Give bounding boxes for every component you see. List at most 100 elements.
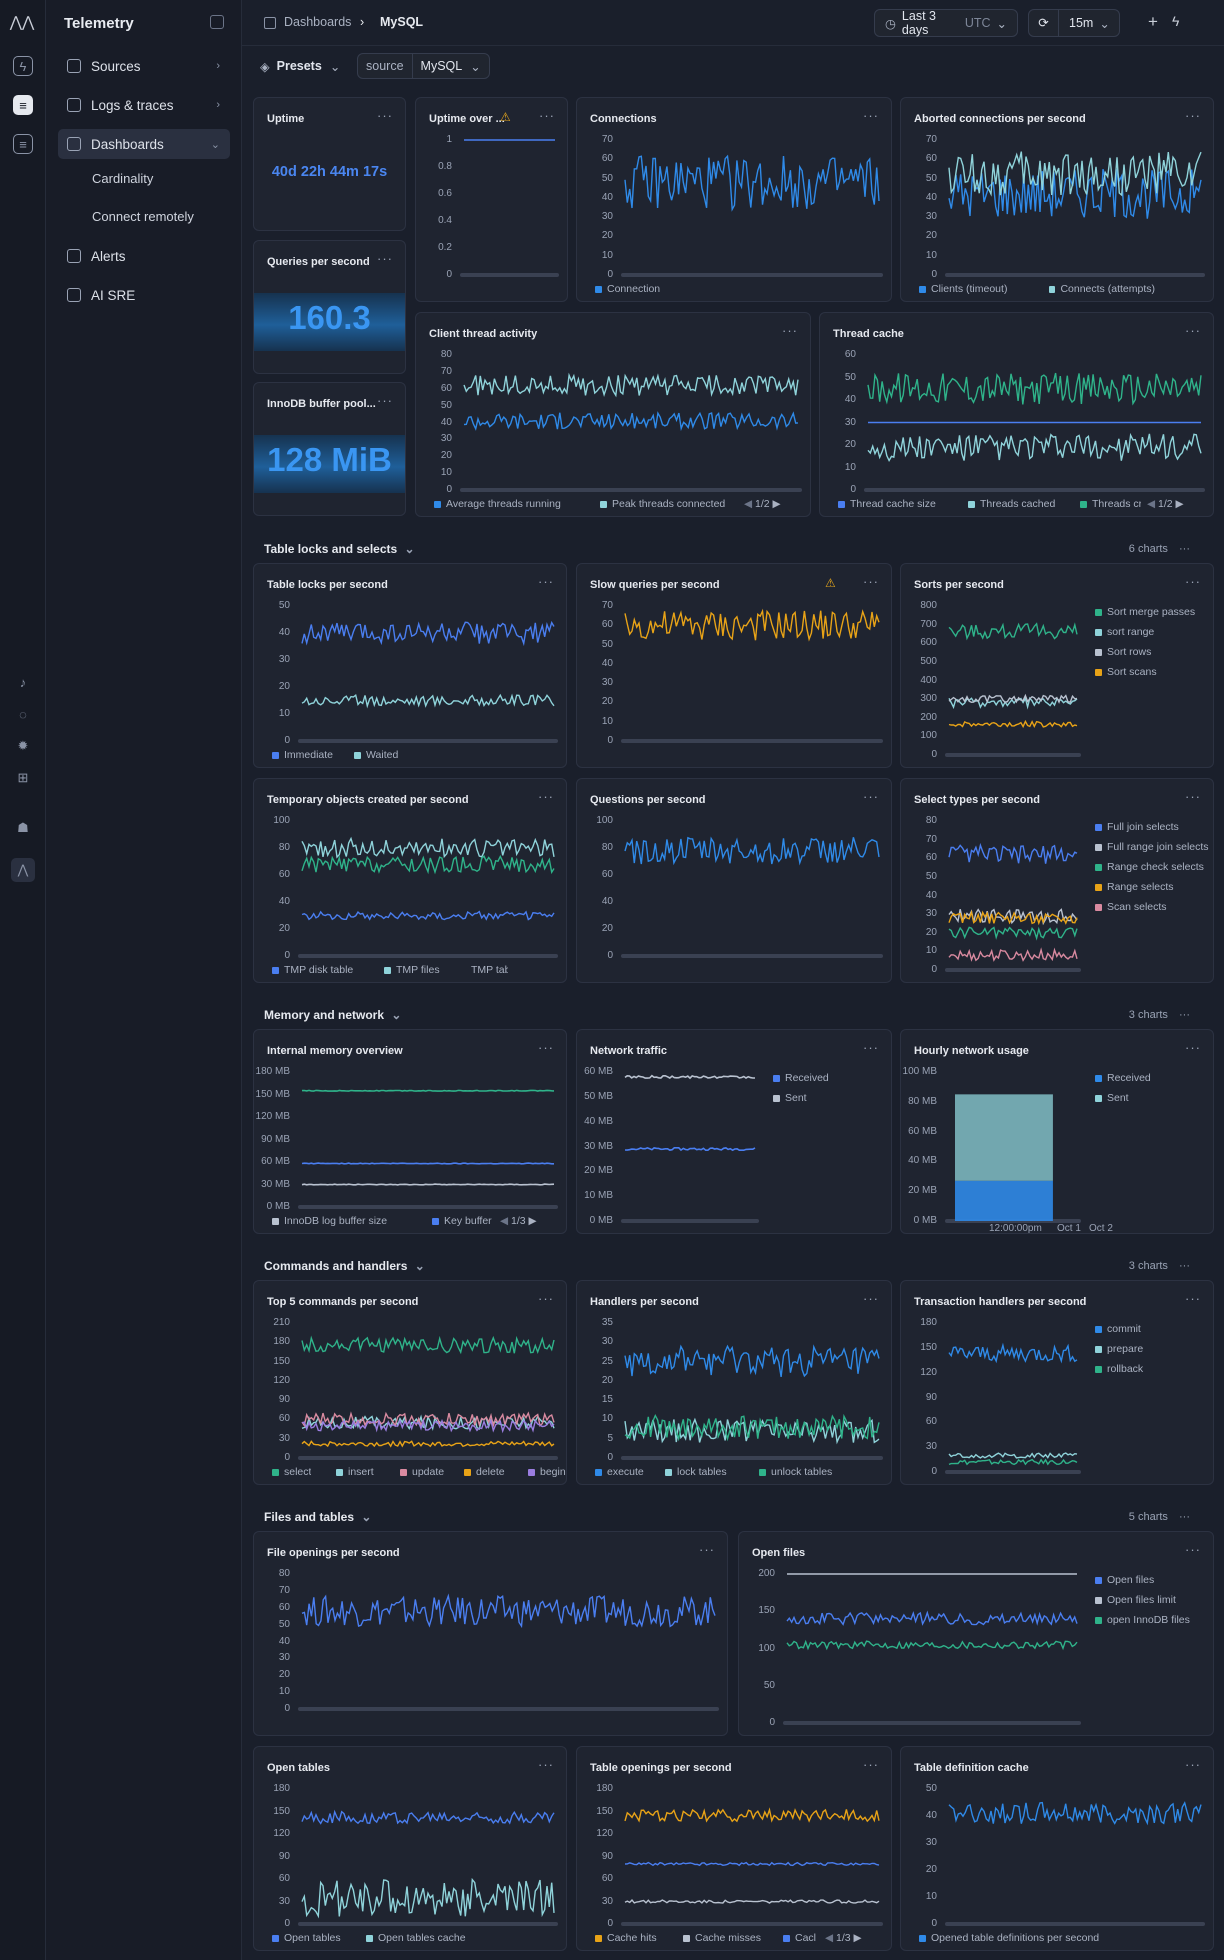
prev-page-icon[interactable]: ◀ [744, 498, 753, 510]
more-icon[interactable]: ··· [1179, 1260, 1190, 1272]
more-icon[interactable]: ··· [1179, 1009, 1190, 1021]
avatar[interactable]: ⋀ [11, 858, 35, 882]
more-icon[interactable]: ··· [538, 1757, 554, 1772]
legend-item[interactable]: Connection [595, 283, 660, 295]
legend-item[interactable]: Open tables cache [366, 1932, 466, 1944]
legend-item[interactable]: InnoDB log buffer size [272, 1215, 387, 1227]
refresh-icon[interactable]: ⟳ [1029, 10, 1059, 36]
prev-page-icon[interactable]: ◀ [500, 1215, 509, 1227]
legend-item[interactable]: Cache misses [683, 1932, 761, 1944]
add-icon[interactable]: + [1148, 12, 1158, 31]
section-header[interactable]: Table locks and selects ⌄ [264, 542, 415, 556]
more-icon[interactable]: ··· [1185, 1757, 1201, 1772]
legend-item[interactable]: Peak threads connected [600, 498, 725, 510]
next-page-icon[interactable]: ▶ [528, 1215, 537, 1227]
legend-item[interactable]: Waited [354, 749, 398, 761]
more-icon[interactable]: ··· [1185, 323, 1201, 338]
profile-icon[interactable]: ☗ [17, 820, 29, 835]
more-icon[interactable]: ··· [863, 574, 879, 589]
more-icon[interactable]: ··· [863, 108, 879, 123]
legend-item[interactable]: Full range join selects [1095, 841, 1209, 853]
legend-item[interactable]: Sent [1095, 1092, 1129, 1104]
more-icon[interactable]: ··· [1179, 543, 1190, 555]
more-icon[interactable]: ··· [863, 1291, 879, 1306]
legend-item[interactable]: Open files limit [1095, 1594, 1176, 1606]
next-page-icon[interactable]: ▶ [1175, 498, 1184, 510]
legend-item[interactable]: Range check selects [1095, 861, 1204, 873]
legend-item[interactable]: Sort scans [1095, 666, 1157, 678]
sidebar-item-alerts[interactable]: Alerts [58, 241, 230, 271]
more-icon[interactable]: ··· [782, 323, 798, 338]
legend-item[interactable]: sort range [1095, 626, 1154, 638]
chat-icon[interactable]: ◌ [19, 706, 27, 722]
legend-item[interactable]: prepare [1095, 1343, 1143, 1355]
bolt-icon[interactable]: ϟ [1172, 13, 1180, 29]
more-icon[interactable]: ··· [377, 251, 393, 266]
more-icon[interactable]: ··· [539, 108, 555, 123]
legend-item[interactable]: delete [464, 1466, 505, 1478]
legend-item[interactable]: update [400, 1466, 444, 1478]
legend-item[interactable]: Received [773, 1072, 829, 1084]
more-icon[interactable]: ··· [1179, 1511, 1190, 1523]
legend-item[interactable]: Average threads running [434, 498, 561, 510]
prev-page-icon[interactable]: ◀ [825, 1932, 834, 1944]
legend-item[interactable]: open InnoDB files [1095, 1614, 1190, 1626]
legend-item[interactable]: begin [528, 1466, 566, 1478]
legend-item[interactable]: Sent [773, 1092, 807, 1104]
prev-page-icon[interactable]: ◀ [1147, 498, 1156, 510]
more-icon[interactable]: ··· [1185, 1040, 1201, 1055]
legend-item[interactable]: unlock tables [759, 1466, 832, 1478]
more-icon[interactable]: ··· [1185, 108, 1201, 123]
next-page-icon[interactable]: ▶ [853, 1932, 862, 1944]
bell-icon[interactable]: ♪ [19, 674, 27, 690]
more-icon[interactable]: ··· [538, 574, 554, 589]
more-icon[interactable]: ··· [1185, 574, 1201, 589]
legend-item[interactable]: Scan selects [1095, 901, 1167, 913]
source-filter[interactable]: source MySQL ⌄ [357, 53, 490, 79]
legend-item[interactable]: Sort merge passes [1095, 606, 1195, 618]
sidebar-subitem-cardinality[interactable]: Cardinality [92, 171, 154, 186]
legend-item[interactable]: Thread cache size [838, 498, 936, 510]
more-icon[interactable]: ··· [377, 393, 393, 408]
sidebar-item-sources[interactable]: Sources › [58, 51, 230, 81]
legend-item[interactable]: Sort rows [1095, 646, 1151, 658]
time-range-button[interactable]: ◷ Last 3 days UTC ⌄ [874, 9, 1018, 37]
bolt-icon[interactable]: ϟ [13, 56, 33, 76]
more-icon[interactable]: ··· [699, 1542, 715, 1557]
legend-item[interactable]: Cache hits [595, 1932, 657, 1944]
apps-icon[interactable]: ⊞ [17, 770, 29, 785]
more-icon[interactable]: ··· [1185, 1291, 1201, 1306]
sidebar-subitem-connect-remotely[interactable]: Connect remotely [92, 209, 194, 224]
more-icon[interactable]: ··· [863, 789, 879, 804]
legend-item[interactable]: insert [336, 1466, 374, 1478]
refresh-interval[interactable]: 15m [1069, 16, 1094, 30]
legend-item[interactable]: Threads cached [968, 498, 1055, 510]
legend-item[interactable]: lock tables [665, 1466, 727, 1478]
more-icon[interactable]: ··· [1185, 1542, 1201, 1557]
legend-item[interactable]: Key buffer s [432, 1215, 500, 1227]
legend-item[interactable]: Range selects [1095, 881, 1174, 893]
more-icon[interactable]: ··· [538, 1291, 554, 1306]
legend-item[interactable]: Open tables [272, 1932, 341, 1944]
logs-icon[interactable]: ≡ [13, 95, 33, 115]
legend-item[interactable]: Received [1095, 1072, 1151, 1084]
legend-item[interactable]: select [272, 1466, 311, 1478]
more-icon[interactable]: ··· [538, 789, 554, 804]
sidebar-item-dashboards[interactable]: Dashboards ⌄ [58, 129, 230, 159]
more-icon[interactable]: ··· [377, 108, 393, 123]
sidebar-item-logs-traces[interactable]: Logs & traces › [58, 90, 230, 120]
breadcrumb-root[interactable]: Dashboards [284, 15, 352, 29]
legend-item[interactable]: execute [595, 1466, 644, 1478]
section-header[interactable]: Commands and handlers ⌄ [264, 1259, 425, 1273]
legend-item[interactable]: commit [1095, 1323, 1141, 1335]
legend-item[interactable]: rollback [1095, 1363, 1143, 1375]
legend-item[interactable]: Opened table definitions per second [919, 1932, 1099, 1944]
presets-button[interactable]: ◈ Presets ⌄ [254, 52, 346, 80]
more-icon[interactable]: ··· [1185, 789, 1201, 804]
more-icon[interactable]: ··· [863, 1757, 879, 1772]
more-icon[interactable]: ··· [538, 1040, 554, 1055]
legend-item[interactable]: Threads cr [1080, 498, 1142, 510]
more-icon[interactable]: ··· [863, 1040, 879, 1055]
legend-item[interactable]: TMP tables [466, 964, 508, 976]
section-header[interactable]: Memory and network ⌄ [264, 1008, 401, 1022]
